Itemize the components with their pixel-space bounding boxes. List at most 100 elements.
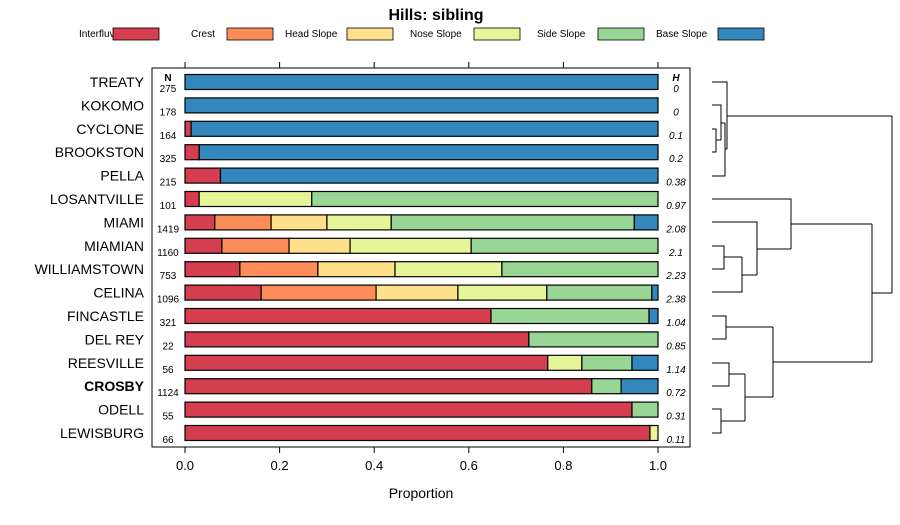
bar-segment-side-slope — [470, 237, 659, 254]
dendrogram-cluster-upland — [712, 81, 892, 177]
x-tick-label: 0.8 — [554, 458, 572, 473]
row-n-count: 55 — [162, 412, 174, 423]
row-h-value: 0.97 — [666, 201, 686, 212]
legend-swatch — [597, 27, 645, 41]
x-tick-label: 0.4 — [365, 458, 383, 473]
bar-segment-interfluve — [184, 424, 651, 442]
bar-segment-base-slope — [198, 144, 659, 161]
legend-label: Head Slope — [285, 29, 338, 40]
row-label: BROOKSTON — [55, 144, 144, 160]
bar-segment-head-slope — [288, 237, 351, 254]
bar-segment-interfluve — [184, 284, 262, 301]
bar-segment-side-slope — [528, 331, 659, 348]
bar-row: MIAMI 1419 2.08 — [104, 214, 686, 235]
row-label: CROSBY — [84, 378, 145, 394]
legend-label: Base Slope — [656, 29, 708, 40]
bar-row: BROOKSTON 325 0.2 — [55, 144, 683, 165]
legend-swatch — [346, 27, 394, 41]
bar-segment-base-slope — [184, 73, 659, 91]
bar-row: MIAMIAN 1160 2.1 — [84, 237, 683, 259]
chart-title: Hills: sibling — [388, 7, 483, 24]
bar-segment-side-slope — [581, 354, 633, 371]
row-label: MIAMI — [104, 214, 144, 230]
x-tick-label: 0.6 — [460, 458, 478, 473]
dendrogram — [712, 81, 893, 434]
bar-segment-crest — [214, 214, 272, 231]
row-n-count: 215 — [160, 178, 177, 189]
bar-segment-interfluve — [184, 237, 223, 254]
bar-row: TREATY 275 0 — [90, 73, 679, 95]
row-label: LOSANTVILLE — [50, 191, 144, 207]
bar-segment-interfluve — [184, 331, 530, 348]
bar-segment-interfluve — [184, 190, 200, 208]
row-n-count: 325 — [160, 154, 177, 165]
n-column-header: N — [164, 73, 171, 84]
bar-segment-head-slope — [317, 261, 396, 278]
bar-segment-base-slope — [620, 378, 659, 395]
bar-row: ODELL 55 0.31 — [98, 401, 686, 423]
bar-segment-crest — [239, 261, 319, 278]
row-label: WILLIAMSTOWN — [35, 261, 144, 277]
bar-segment-side-slope — [501, 261, 659, 278]
row-h-value: 0.85 — [666, 341, 686, 352]
bar-segment-nose-slope — [457, 284, 548, 301]
row-n-count: 1124 — [157, 388, 179, 399]
row-h-value: 0.38 — [666, 178, 686, 189]
bar-segment-side-slope — [390, 214, 635, 231]
row-n-count: 56 — [162, 365, 174, 376]
row-h-value: 2.08 — [665, 224, 686, 235]
row-n-count: 1096 — [157, 295, 180, 306]
bar-segment-interfluve — [184, 307, 492, 325]
dendrogram-cluster-interfluve — [712, 116, 893, 434]
row-n-count: 101 — [160, 201, 177, 212]
row-n-count: 22 — [162, 341, 174, 352]
row-h-value: 0.2 — [669, 154, 683, 165]
legend-label: Nose Slope — [410, 29, 462, 40]
bar-row: DEL REY 22 0.85 — [85, 331, 686, 352]
row-label: CYCLONE — [76, 121, 144, 137]
bar-segment-side-slope — [311, 190, 659, 208]
row-h-value: 0.1 — [669, 131, 683, 142]
bar-segment-head-slope — [375, 284, 459, 301]
row-n-count: 164 — [160, 131, 177, 142]
bar-row: KOKOMO 178 0 — [81, 97, 679, 118]
row-h-value: 0.31 — [666, 412, 685, 423]
h-column-header: H — [672, 73, 680, 84]
bar-row: WILLIAMSTOWN 753 2.23 — [35, 261, 686, 282]
bar-segment-crest — [260, 284, 377, 301]
row-h-value: 1.04 — [666, 318, 686, 329]
bar-segment-base-slope — [184, 97, 659, 114]
legend-label: Crest — [191, 29, 215, 40]
bar-segment-crest — [221, 237, 290, 254]
legend-swatch — [226, 27, 274, 41]
bar-segment-nose-slope — [198, 190, 313, 208]
bar-segment-interfluve — [184, 401, 633, 418]
legend-label: Interfluve — [79, 29, 121, 40]
row-n-count: 66 — [162, 435, 174, 446]
legend-label: Side Slope — [537, 29, 586, 40]
bar-segment-head-slope — [270, 214, 328, 231]
bar-segment-interfluve — [184, 144, 200, 161]
bar-row: LEWISBURG 66 0.11 — [60, 424, 686, 446]
bar-segment-side-slope — [546, 284, 653, 301]
bar-segment-side-slope — [591, 378, 622, 395]
dendrogram-cluster-slopes — [712, 198, 872, 293]
row-label: LEWISBURG — [60, 425, 144, 441]
bar-row: CROSBY 1124 0.72 — [84, 378, 686, 399]
row-h-value: 0 — [673, 107, 679, 118]
bar-segment-interfluve — [184, 214, 216, 231]
row-n-count: 321 — [160, 318, 177, 329]
bar-row: FINCASTLE 321 1.04 — [67, 307, 686, 329]
row-n-count: 275 — [160, 84, 177, 95]
bar-segment-side-slope — [631, 401, 659, 418]
row-h-value: 1.14 — [666, 365, 686, 376]
bar-row: CELINA 1096 2.38 — [93, 284, 686, 306]
bar-segment-nose-slope — [349, 237, 472, 254]
row-label: REESVILLE — [68, 355, 144, 371]
row-h-value: 0.72 — [666, 388, 686, 399]
row-n-count: 753 — [160, 271, 177, 282]
row-n-count: 1160 — [157, 248, 179, 259]
row-h-value: 0.11 — [667, 435, 686, 446]
row-h-value: 2.1 — [668, 248, 683, 259]
x-axis: 0.0 0.2 0.4 0.6 0.8 1.0 — [176, 62, 667, 473]
